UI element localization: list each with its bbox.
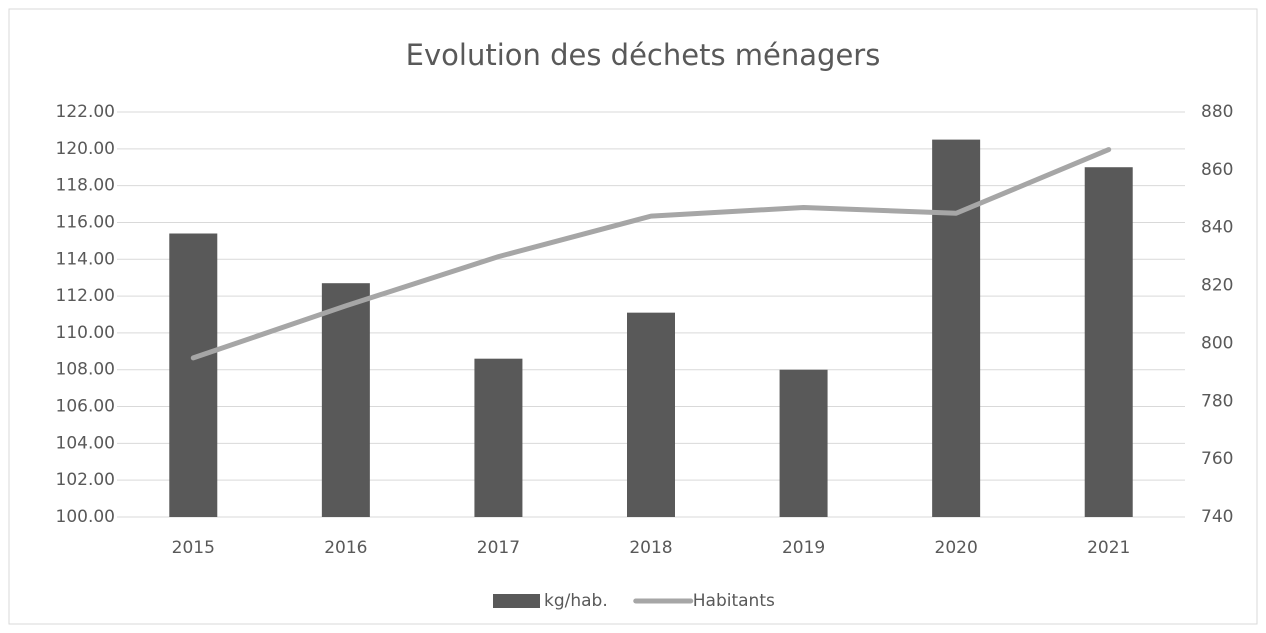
bar [169,233,218,517]
bar [1084,167,1133,517]
x-tick-label: 2021 [1087,538,1130,558]
y2-tick-label: 840 [1201,218,1233,238]
y-tick-label: 110.00 [56,323,115,343]
y-tick-label: 120.00 [56,139,115,159]
y-tick-label: 104.00 [56,433,115,453]
x-tick-label: 2015 [172,538,215,558]
y-tick-label: 118.00 [56,176,115,196]
y2-tick-label: 880 [1201,102,1233,122]
y2-tick-label: 780 [1201,391,1233,411]
bar [932,139,981,517]
y-tick-label: 106.00 [56,397,115,417]
y-tick-label: 114.00 [56,249,115,269]
chart-title: Evolution des déchets ménagers [406,38,881,72]
y2-tick-label: 760 [1201,449,1233,469]
x-tick-label: 2019 [782,538,825,558]
y2-tick-label: 860 [1201,160,1233,180]
y-tick-label: 116.00 [56,212,115,232]
x-tick-label: 2016 [324,538,367,558]
x-tick-label: 2018 [629,538,672,558]
bar [321,283,370,517]
legend-label: kg/hab. [544,591,608,611]
x-tick-label: 2020 [935,538,978,558]
bar [779,369,828,517]
y2-tick-label: 820 [1201,276,1233,296]
y-tick-label: 112.00 [56,286,115,306]
line [190,147,1112,361]
y-tick-label: 102.00 [56,470,115,490]
y-tick-label: 108.00 [56,360,115,380]
x-tick-label: 2017 [477,538,520,558]
bar [474,358,523,517]
legend-swatch [493,594,540,608]
bar [627,312,675,517]
y-tick-label: 122.00 [56,102,115,122]
y2-tick-label: 740 [1201,507,1233,527]
y2-tick-label: 800 [1201,333,1233,353]
y-tick-label: 100.00 [56,507,115,527]
legend-label: Habitants [693,591,775,611]
